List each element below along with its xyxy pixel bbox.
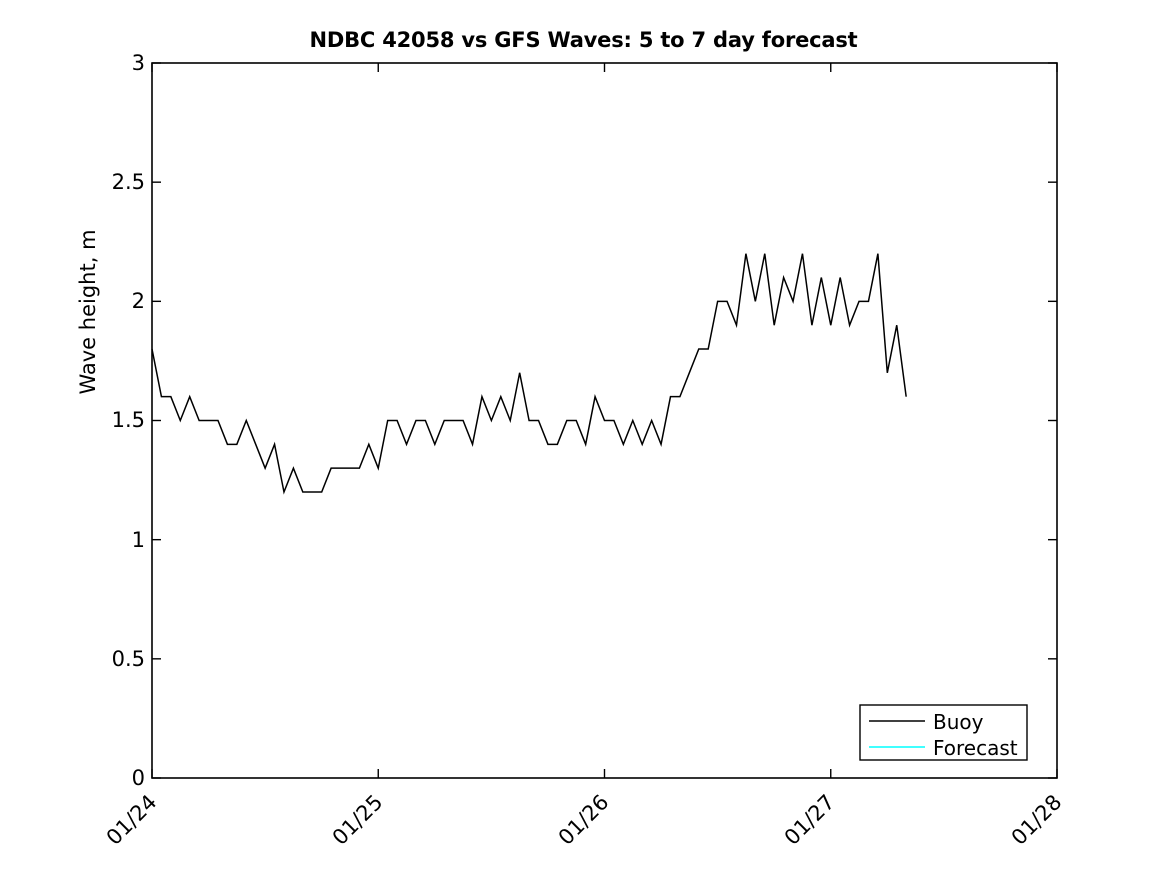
x-axis-ticks — [151, 63, 1058, 778]
ytick-label-2: 2 — [131, 289, 145, 313]
series-line-buoy — [151, 253, 907, 495]
legend-label-forecast: Forecast — [933, 736, 1018, 760]
ytick-label-1.5: 1.5 — [111, 408, 145, 432]
page-title: NDBC 42058 vs GFS Waves: 5 to 7 day fore… — [309, 28, 858, 52]
ytick-label-2.5: 2.5 — [111, 170, 145, 194]
y-axis-ticks — [152, 62, 1057, 779]
legend-label-buoy: Buoy — [933, 710, 984, 734]
chart-legend[interactable]: Buoy Forecast — [859, 704, 1028, 761]
legend-box — [859, 704, 1028, 761]
ytick-label-0: 0 — [131, 766, 145, 790]
ytick-label-3: 3 — [131, 51, 145, 75]
ytick-label-1: 1 — [131, 528, 145, 552]
ytick-label-0.5: 0.5 — [111, 647, 145, 671]
